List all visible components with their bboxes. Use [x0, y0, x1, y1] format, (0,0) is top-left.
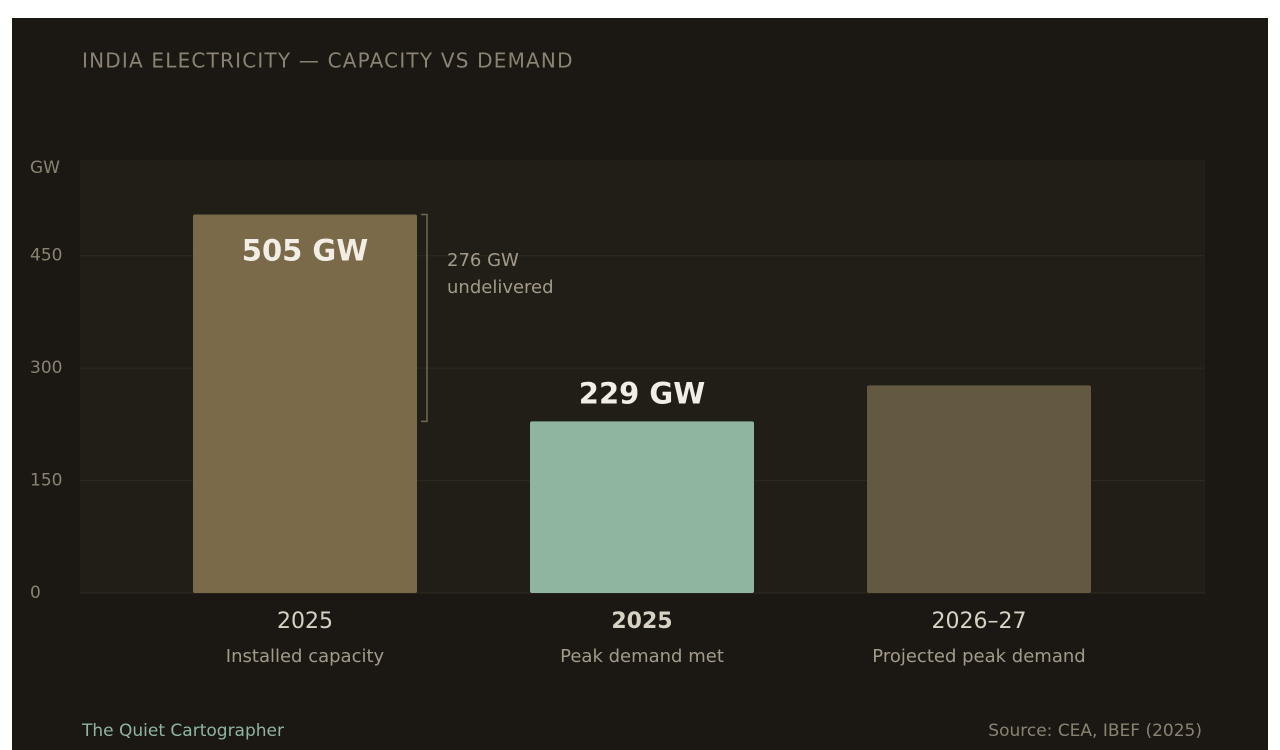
category-description: Installed capacity [226, 646, 385, 667]
y-tick-label: 150 [30, 471, 62, 491]
data-label: 505 GW [242, 233, 368, 267]
x-tick-label: 2025 [277, 609, 333, 634]
y-axis-label: GW [30, 158, 60, 178]
y-tick-label: 300 [30, 358, 62, 378]
footer-source: Source: CEA, IBEF (2025) [988, 721, 1202, 741]
category-description: Projected peak demand [872, 646, 1085, 667]
bar [530, 421, 754, 593]
data-label: 229 GW [579, 376, 705, 410]
category-description: Peak demand met [560, 646, 724, 667]
bar [867, 385, 1091, 593]
x-tick-label: 2025 [611, 609, 672, 634]
footer-brand: The Quiet Cartographer [81, 721, 284, 741]
y-tick-label: 450 [30, 246, 62, 266]
annotation: 276 GW [447, 250, 519, 271]
y-tick-label: 0 [30, 583, 41, 603]
x-tick-label: 2026–27 [932, 609, 1027, 634]
annotation: undelivered [447, 277, 554, 298]
bar [193, 214, 417, 594]
chart-title: INDIA ELECTRICITY — CAPACITY VS DEMAND [82, 49, 574, 73]
difference-bracket [421, 213, 428, 423]
